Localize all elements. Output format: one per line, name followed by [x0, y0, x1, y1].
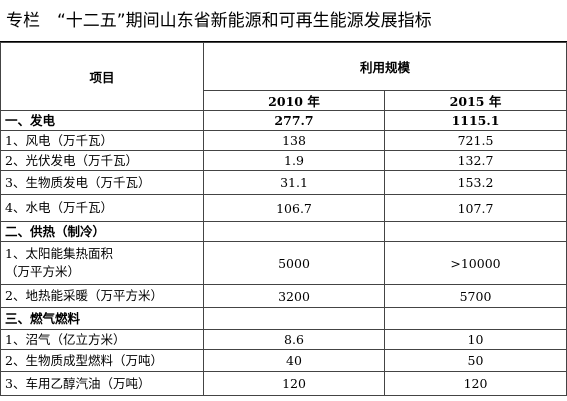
item-cell: 1、风电（万千瓦）: [0, 130, 204, 151]
table-row: 2、光伏发电（万千瓦） 1.9 132.7: [0, 150, 567, 171]
value-cell: [203, 307, 385, 330]
value-cell: 107.7: [383, 194, 567, 222]
title: 专栏 “十二五”期间山东省新能源和可再生能源发展指标: [0, 0, 567, 42]
item-cell: 4、水电（万千瓦）: [0, 194, 204, 222]
value-cell: 50: [383, 349, 567, 372]
value-cell: 31.1: [203, 170, 385, 195]
item-cell: 三、燃气燃料: [0, 307, 204, 330]
value-cell: 120: [203, 371, 385, 396]
table-row: 2、地热能采暖（万平方米） 3200 5700: [0, 284, 567, 308]
table-row: 2、生物质成型燃料（万吨） 40 50: [0, 349, 567, 372]
item-cell: 3、车用乙醇汽油（万吨）: [0, 371, 204, 396]
table-body: 一、发电 277.7 1115.1 1、风电（万千瓦） 138 721.5 2、光伏发电（万…: [0, 110, 567, 396]
item-cell: 2、地热能采暖（万平方米）: [0, 284, 204, 308]
value-cell: 277.7: [203, 110, 385, 131]
item-cell: 二、供热（制冷）: [0, 221, 204, 242]
header-scale: 利用规模: [202, 42, 567, 91]
item-cell: 2、光伏发电（万千瓦）: [0, 150, 204, 171]
table-row: 一、发电 277.7 1115.1: [0, 110, 567, 131]
value-cell: [383, 221, 567, 242]
value-cell: 106.7: [203, 194, 385, 222]
table-row: 4、水电（万千瓦） 106.7 107.7: [0, 194, 567, 222]
item-cell: 3、生物质发电（万千瓦）: [0, 170, 204, 195]
value-cell: 5000: [203, 241, 385, 285]
value-cell: 721.5: [383, 130, 567, 151]
table-row: 1、太阳能集热面积 （万平方米） 5000 >10000: [0, 241, 567, 285]
value-cell: [203, 221, 385, 242]
table-row: 三、燃气燃料: [0, 307, 567, 330]
value-cell: [383, 307, 567, 330]
value-cell: 120: [383, 371, 567, 396]
value-cell: >10000: [383, 241, 567, 285]
value-cell: 132.7: [383, 150, 567, 171]
header-year: 2010 年: [203, 90, 385, 111]
header-item: 项目: [0, 42, 204, 111]
item-cell: 2、生物质成型燃料（万吨）: [0, 349, 204, 372]
value-cell: 138: [203, 130, 385, 151]
table-row: 3、生物质发电（万千瓦） 31.1 153.2: [0, 170, 567, 195]
value-cell: 5700: [383, 284, 567, 308]
item-cell: 1、太阳能集热面积 （万平方米）: [0, 241, 204, 285]
item-cell: 1、沼气（亿立方米）: [0, 329, 204, 350]
table-row: 1、沼气（亿立方米） 8.6 10: [0, 329, 567, 350]
value-cell: 40: [203, 349, 385, 372]
value-cell: 1.9: [203, 150, 385, 171]
value-cell: 8.6: [203, 329, 385, 350]
table-row: 3、车用乙醇汽油（万吨） 120 120: [0, 371, 567, 396]
table-row: 1、风电（万千瓦） 138 721.5: [0, 130, 567, 151]
value-cell: 3200: [203, 284, 385, 308]
value-cell: 1115.1: [383, 110, 567, 131]
value-cell: 153.2: [383, 170, 567, 195]
value-cell: 10: [383, 329, 567, 350]
indicator-table: 项目 利用规模 2010 年 2015 年 一、发电 277.7 1115.1 1、风…: [0, 42, 567, 396]
table-row: 二、供热（制冷）: [0, 221, 567, 242]
header-year: 2015 年: [383, 90, 567, 111]
item-cell: 一、发电: [0, 110, 204, 131]
